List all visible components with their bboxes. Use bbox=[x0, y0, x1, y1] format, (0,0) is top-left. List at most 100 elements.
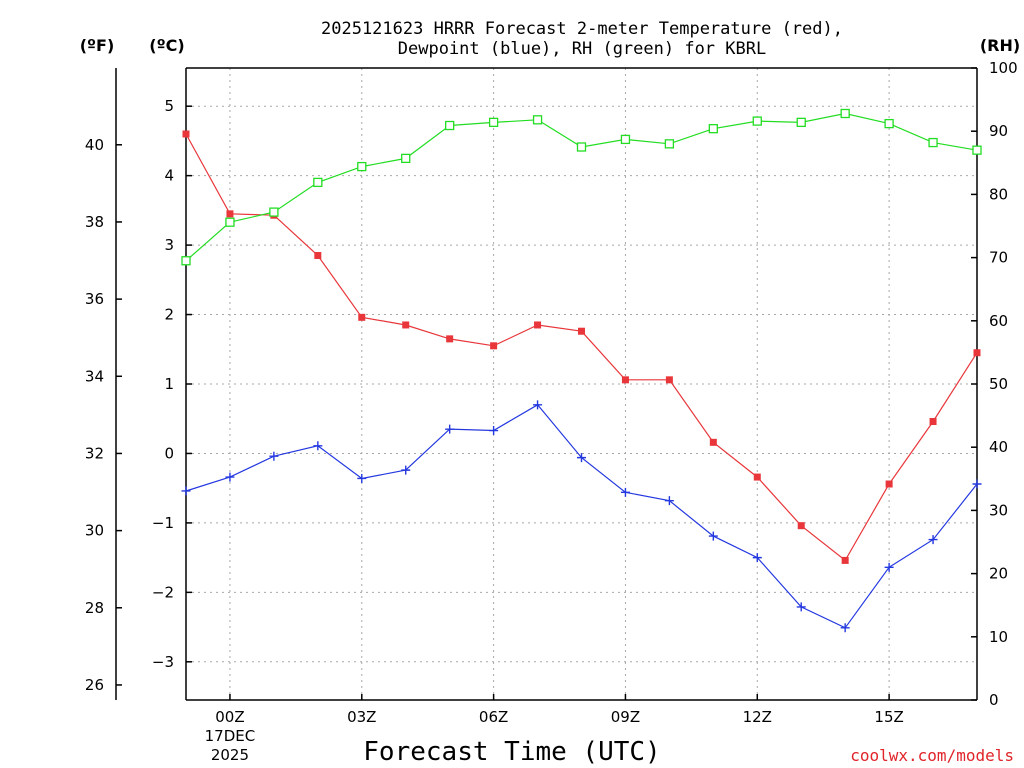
dewpoint-point-18 bbox=[972, 479, 982, 489]
rh-point-6 bbox=[445, 120, 455, 131]
rh-point-9 bbox=[576, 142, 587, 152]
dewpoint-point-10 bbox=[620, 487, 630, 497]
dewpoint-point-5 bbox=[401, 465, 411, 475]
rh-tick-label-10: 0 bbox=[989, 691, 999, 709]
celsius-unit-label: (ºC) bbox=[149, 36, 184, 55]
grid-lines bbox=[186, 68, 977, 700]
rh-point-2 bbox=[269, 207, 279, 217]
fahrenheit-tick-label-6: 28 bbox=[85, 599, 104, 617]
temperature-point-18 bbox=[973, 349, 981, 357]
dewpoint-point-1 bbox=[225, 472, 235, 482]
temperature-point-1 bbox=[226, 210, 234, 218]
chart-axes: 4038363432302826543210−1−2−3100908070605… bbox=[85, 59, 1018, 709]
rh-tick-label-3: 70 bbox=[989, 249, 1008, 267]
fahrenheit-tick-label-7: 26 bbox=[85, 676, 104, 694]
x-axis-label: Forecast Time (UTC) bbox=[363, 737, 660, 767]
dewpoint-point-2 bbox=[269, 451, 279, 461]
rh-tick-label-4: 60 bbox=[989, 312, 1008, 330]
fahrenheit-tick-label-0: 40 bbox=[85, 136, 104, 154]
x-tick-label-0-0: 00Z bbox=[215, 708, 244, 726]
celsius-tick-label-2: 3 bbox=[164, 236, 174, 254]
celsius-tick-label-8: −3 bbox=[152, 653, 174, 671]
x-tick-label-0-1: 17DEC bbox=[205, 727, 256, 745]
fahrenheit-tick-label-3: 34 bbox=[85, 367, 104, 385]
temperature-point-16 bbox=[885, 480, 893, 488]
dewpoint-point-6 bbox=[445, 424, 455, 434]
fahrenheit-unit-label: (ºF) bbox=[80, 36, 115, 55]
chart-title-line-1: 2025121623 HRRR Forecast 2-meter Tempera… bbox=[321, 19, 843, 39]
rh-point-16 bbox=[884, 118, 894, 129]
rh-line bbox=[185, 112, 978, 262]
temperature-point-6 bbox=[446, 335, 454, 343]
fahrenheit-tick-label-5: 30 bbox=[85, 522, 104, 540]
rh-tick-label-6: 40 bbox=[989, 438, 1008, 456]
rh-tick-label-8: 20 bbox=[989, 565, 1008, 583]
celsius-tick-label-6: −1 bbox=[152, 514, 174, 532]
celsius-tick-label-4: 1 bbox=[164, 375, 174, 393]
rh-point-5 bbox=[401, 153, 411, 164]
temperature-point-10 bbox=[621, 376, 629, 384]
temperature-point-12 bbox=[709, 438, 717, 446]
dewpoint-line bbox=[185, 404, 978, 629]
fahrenheit-tick-label-4: 32 bbox=[85, 444, 104, 462]
temperature-point-3 bbox=[314, 252, 322, 260]
fahrenheit-tick-label-2: 36 bbox=[85, 290, 104, 308]
x-tick-label-1-0: 03Z bbox=[347, 708, 376, 726]
rh-tick-label-9: 10 bbox=[989, 628, 1008, 646]
temperature-point-9 bbox=[578, 327, 585, 335]
dewpoint-point-3 bbox=[313, 441, 323, 451]
dewpoint-point-14 bbox=[796, 602, 806, 612]
rh-tick-label-1: 90 bbox=[989, 122, 1008, 140]
rh-point-12 bbox=[708, 124, 718, 134]
dewpoint-point-11 bbox=[664, 496, 674, 506]
celsius-tick-label-5: 0 bbox=[164, 444, 174, 462]
chart-title: 2025121623 HRRR Forecast 2-meter Tempera… bbox=[321, 19, 843, 59]
dewpoint-point-9 bbox=[577, 453, 586, 463]
rh-tick-label-5: 50 bbox=[989, 375, 1008, 393]
rh-unit-label: (RH) bbox=[980, 36, 1020, 55]
rh-point-13 bbox=[752, 116, 762, 126]
fahrenheit-tick-label-1: 38 bbox=[85, 213, 104, 231]
rh-point-1 bbox=[225, 217, 235, 227]
temperature-point-15 bbox=[841, 556, 849, 564]
source-credit: coolwx.com/models bbox=[850, 746, 1014, 765]
temperature-point-11 bbox=[665, 376, 673, 384]
celsius-tick-label-7: −2 bbox=[152, 583, 174, 601]
rh-point-14 bbox=[796, 117, 806, 128]
rh-point-3 bbox=[313, 177, 323, 188]
rh-point-0 bbox=[181, 256, 191, 266]
dewpoint-point-16 bbox=[884, 562, 894, 572]
x-tick-label-4-0: 12Z bbox=[743, 708, 772, 726]
celsius-tick-label-1: 4 bbox=[164, 167, 174, 185]
rh-point-17 bbox=[928, 137, 938, 148]
rh-point-8 bbox=[532, 115, 543, 125]
rh-point-10 bbox=[620, 134, 631, 145]
rh-point-15 bbox=[840, 108, 850, 119]
temperature-point-8 bbox=[534, 321, 542, 329]
celsius-tick-label-0: 5 bbox=[164, 97, 174, 115]
dewpoint-point-15 bbox=[840, 623, 850, 633]
rh-point-4 bbox=[357, 161, 367, 172]
rh-tick-label-2: 80 bbox=[989, 185, 1008, 203]
temperature-line bbox=[185, 133, 978, 562]
rh-point-11 bbox=[664, 139, 675, 149]
rh-point-7 bbox=[488, 117, 499, 128]
celsius-tick-label-3: 2 bbox=[164, 306, 174, 324]
temperature-point-0 bbox=[182, 130, 190, 138]
x-tick-label-2-0: 06Z bbox=[479, 708, 508, 726]
dewpoint-point-0 bbox=[181, 486, 191, 496]
x-tick-label-3-0: 09Z bbox=[611, 708, 640, 726]
rh-tick-label-7: 30 bbox=[989, 501, 1008, 519]
data-series bbox=[181, 108, 982, 633]
dewpoint-point-17 bbox=[928, 535, 938, 545]
temperature-point-17 bbox=[929, 418, 937, 426]
temperature-point-4 bbox=[358, 313, 366, 321]
rh-tick-label-0: 100 bbox=[989, 59, 1018, 77]
temperature-point-7 bbox=[490, 342, 498, 350]
x-tick-label-5-0: 15Z bbox=[874, 708, 903, 726]
dewpoint-point-8 bbox=[533, 400, 543, 410]
rh-point-18 bbox=[972, 145, 982, 155]
dewpoint-point-13 bbox=[752, 553, 762, 563]
